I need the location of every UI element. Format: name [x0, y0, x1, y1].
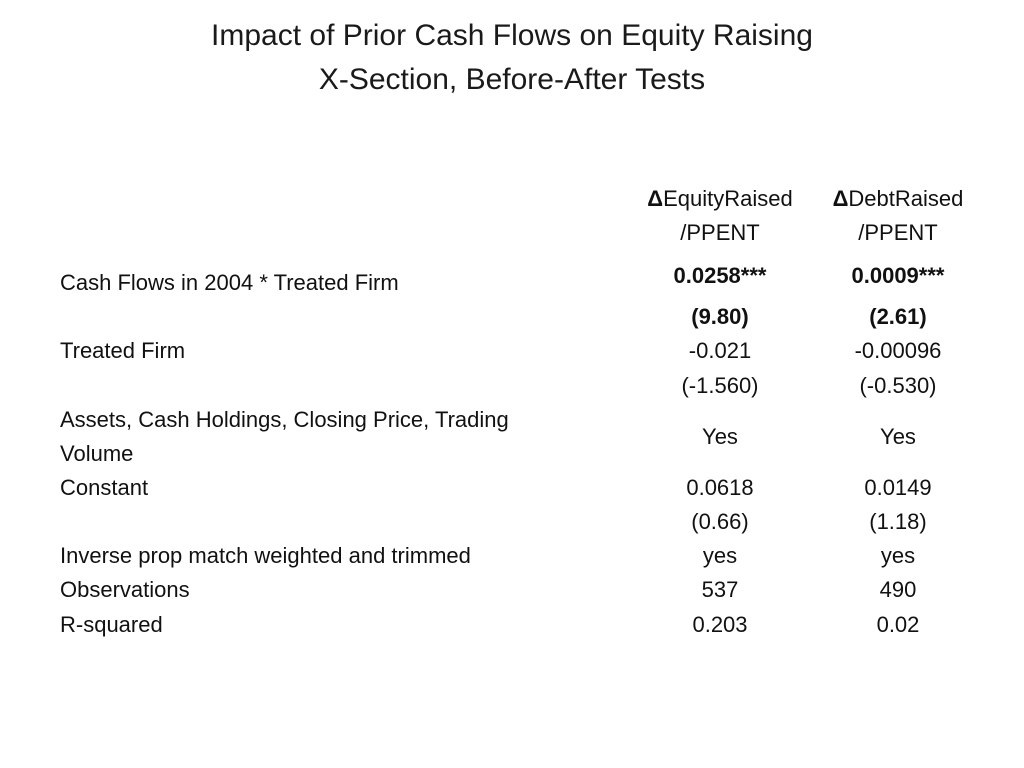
ipm-value-debt: yes	[880, 543, 916, 568]
row-label-constant: Constant	[60, 475, 149, 500]
row-label-cash-flows: Cash Flows in 2004 * Treated Firm	[60, 270, 399, 295]
page-title: Impact of Prior Cash Flows on Equity Rai…	[0, 14, 1024, 102]
column-header-name: EquityRaised	[663, 186, 793, 211]
treated-coef-debt: -0.00096	[854, 338, 942, 363]
column-header-equity-denominator: /PPENT	[680, 220, 760, 245]
treated-tstat-debt: (-0.530)	[859, 373, 937, 398]
observations-value-debt: 490	[879, 577, 917, 602]
controls-value-equity: Yes	[702, 424, 738, 449]
rsquared-value-debt: 0.02	[876, 612, 920, 637]
treated-coef-equity: -0.021	[688, 338, 752, 363]
cash-flows-tstat-equity: (9.80)	[691, 304, 749, 329]
cash-flows-coef-equity: 0.0258***	[673, 263, 767, 288]
treated-tstat-equity: (-1.560)	[681, 373, 759, 398]
constant-tstat-debt: (1.18)	[869, 509, 927, 534]
column-header-name: DebtRaised	[848, 186, 964, 211]
constant-coef-debt: 0.0149	[864, 475, 932, 500]
delta-symbol: Δ	[832, 186, 849, 211]
column-header-debt-denominator: /PPENT	[858, 220, 938, 245]
row-label-observations: Observations	[60, 577, 190, 602]
cash-flows-tstat-debt: (2.61)	[869, 304, 927, 329]
rsquared-value-equity: 0.203	[692, 612, 748, 637]
column-header-debt: ΔDebtRaised	[808, 182, 988, 216]
constant-tstat-equity: (0.66)	[691, 509, 749, 534]
row-label-controls-line-1: Assets, Cash Holdings, Closing Price, Tr…	[60, 407, 509, 432]
title-line-1: Impact of Prior Cash Flows on Equity Rai…	[211, 19, 813, 52]
title-line-2: X-Section, Before-After Tests	[318, 63, 706, 96]
ipm-value-equity: yes	[702, 543, 738, 568]
row-label-treated-firm: Treated Firm	[60, 338, 186, 363]
row-label-r-squared: R-squared	[60, 612, 163, 637]
row-label-inverse-prop-match: Inverse prop match weighted and trimmed	[60, 543, 471, 568]
column-header-equity: ΔEquityRaised	[630, 182, 810, 216]
controls-value-debt: Yes	[880, 424, 916, 449]
cash-flows-coef-debt: 0.0009***	[851, 263, 945, 288]
constant-coef-equity: 0.0618	[686, 475, 754, 500]
row-label-controls-line-2: Volume	[60, 441, 134, 466]
observations-value-equity: 537	[701, 577, 739, 602]
delta-symbol: Δ	[647, 186, 664, 211]
